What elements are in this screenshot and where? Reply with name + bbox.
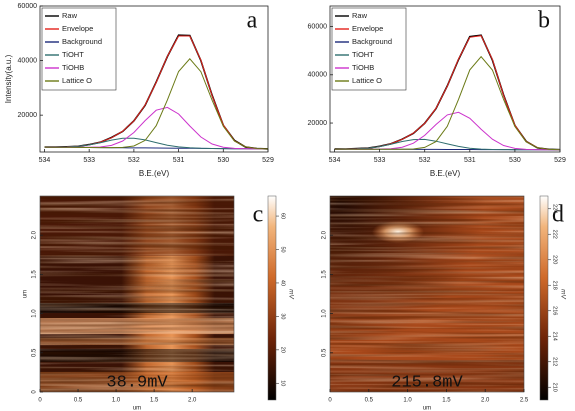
x-tick-label: 530 [217,157,229,164]
colorbar [267,195,277,401]
x-tick-label: 0 [328,398,332,404]
y-axis-label: Intensity(a.u.) [4,54,13,103]
y-tick-label: 1.5 [322,270,328,279]
y-tick-label: 1.5 [32,270,38,279]
legend-box [41,7,117,91]
y-tick-label: 40000 [308,72,328,79]
colorbar-tick-label: 220 [552,255,558,264]
colorbar-label: mV [287,289,294,299]
legend-label: Background [352,37,392,46]
x-tick-label: 1.5 [150,398,159,404]
plot-frame [39,5,269,153]
x-tick-label: 534 [329,157,341,164]
legend-label: Lattice O [352,76,382,85]
legend-label: Raw [352,11,368,20]
colorbar-tick-label: 40 [280,280,286,286]
x-tick-label: 0.5 [365,398,374,404]
y-tick-label: 0.5 [32,348,38,357]
colorbar-tick-label: 212 [552,357,558,366]
legend-label: Raw [62,11,78,20]
series-line [334,138,560,151]
y-tick-label: 0 [32,390,38,394]
x-tick-label: 533 [374,157,386,164]
map-texture [40,196,234,392]
colorbar-tick-label: 50 [280,246,286,252]
x-tick-label: 531 [464,157,476,164]
y-tick-label: 60000 [308,23,328,30]
colorbar-tick-label: 20 [280,347,286,353]
colorbar-tick-label: 10 [280,380,286,386]
x-axis-label: B.E.(eV) [430,169,461,178]
series-line [44,137,269,150]
panel-label: c [253,202,264,228]
y-tick-label: 2.0 [32,230,38,239]
legend-label: TiOHT [62,50,84,59]
y-tick-label: 20000 [18,112,38,119]
panel-label: b [538,8,550,34]
x-tick-label: 2.5 [520,398,529,404]
colorbar-tick-label: 210 [552,383,558,392]
x-axis-label: B.E.(eV) [139,169,170,178]
y-tick-label: 2.0 [322,230,328,239]
x-tick-label: 529 [554,157,566,164]
x-tick-label: 529 [262,157,274,164]
x-tick-label: 533 [83,157,95,164]
legend-label: TiOHB [62,63,84,72]
x-tick-label: 532 [419,157,431,164]
colorbar-tick-label: 216 [552,306,558,315]
y-tick-label: 60000 [18,3,38,10]
x-tick-label: 1.0 [403,398,412,404]
x-tick-label: 534 [39,157,51,164]
potential-map-c [40,196,234,392]
x-tick-label: 530 [509,157,521,164]
colorbar-label: mV [559,289,566,299]
colorbar-tick-label: 224 [552,204,558,213]
colorbar-tick-label: 218 [552,281,558,290]
x-tick-label: 532 [128,157,140,164]
y-tick-label: 1.0 [32,309,38,318]
y-tick-label: 40000 [18,57,38,64]
x-tick-label: 2.0 [481,398,490,404]
x-tick-label: 531 [173,157,185,164]
image-frame [39,195,235,393]
legend-label: TiOHB [352,63,374,72]
colorbar-tick-label: 214 [552,332,558,341]
x-tick-label: 2.0 [188,398,197,404]
x-tick-label: 0 [38,398,42,404]
colorbar-tick-label: 222 [552,230,558,239]
potential-map-d [330,196,524,392]
series-line [44,58,269,150]
x-axis-label: um [133,406,141,411]
colorbar-tick-label: 60 [280,213,286,219]
panel-label: a [247,8,258,34]
x-tick-label: 1.5 [442,398,451,404]
legend-label: Envelope [352,24,383,33]
plot-frame [329,5,561,153]
legend-label: Envelope [62,24,93,33]
panel-label: d [552,202,564,228]
map-texture [330,196,524,392]
y-tick-label: 1.0 [322,309,328,318]
image-frame [329,195,525,393]
legend-label: TiOHT [352,50,374,59]
colorbar-tick-label: 30 [280,313,286,319]
legend-label: Background [62,37,102,46]
y-tick-label: 0.5 [322,348,328,357]
annotation: 215.8mV [391,373,463,392]
colorbar [539,195,549,401]
x-tick-label: 0.5 [74,398,83,404]
y-axis-label: um [23,290,29,298]
x-tick-label: 1.0 [112,398,121,404]
series-line [334,55,561,151]
legend-box [331,7,407,91]
y-tick-label: 20000 [308,120,328,127]
legend-label: Lattice O [62,76,92,85]
x-axis-label: um [423,406,431,411]
annotation: 38.9mV [106,373,168,392]
